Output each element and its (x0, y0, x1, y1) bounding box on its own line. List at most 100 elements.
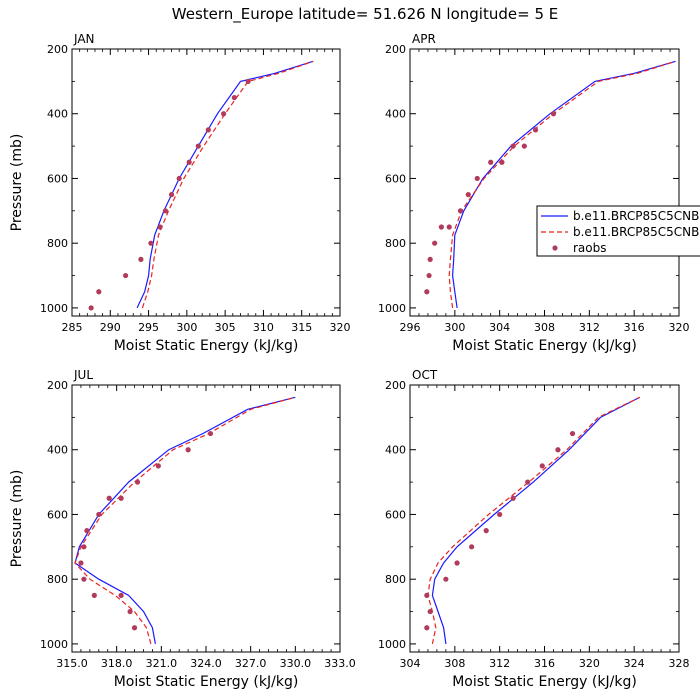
x-tick-label: 290 (100, 321, 121, 334)
raobs-point (525, 479, 531, 485)
x-tick-label: 296 (400, 321, 421, 334)
raobs-point (465, 192, 471, 198)
model-series-solid-line (74, 396, 296, 645)
x-tick-label: 321.0 (146, 657, 178, 670)
raobs-point (483, 528, 489, 534)
plot-frame (71, 384, 341, 653)
legend-raobs-marker (552, 245, 558, 251)
y-axis-title: Pressure (mb) (9, 470, 25, 568)
raobs-point (424, 625, 430, 631)
raobs-point (155, 463, 161, 469)
raobs-point (432, 240, 438, 246)
raobs-point (488, 159, 494, 165)
raobs-point (138, 256, 144, 262)
model-series-solid-line (451, 60, 676, 308)
y-tick-label: 200 (385, 43, 406, 56)
raobs-point (499, 159, 505, 165)
y-tick-label: 200 (47, 379, 68, 392)
x-tick-label: 308 (534, 321, 555, 334)
x-tick-label: 315 (291, 321, 312, 334)
raobs-point (474, 175, 480, 182)
x-tick-label: 308 (444, 657, 465, 670)
x-tick-label: 328 (669, 657, 690, 670)
x-tick-label: 285 (62, 321, 83, 334)
x-tick-label: 316 (624, 321, 645, 334)
raobs-point (205, 127, 211, 133)
y-tick-label: 400 (47, 108, 68, 121)
x-tick-label: 304 (489, 321, 510, 334)
x-tick-label: 304 (400, 657, 421, 670)
plot-frame (409, 384, 680, 653)
panels: JAN 285 290 295 300 305 310 315 320 200 400 600 800 1… (9, 32, 690, 690)
raobs-point (157, 224, 163, 230)
panel-title: OCT (412, 368, 438, 382)
raobs-point (118, 495, 124, 501)
raobs-point (176, 175, 182, 182)
raobs-point (186, 159, 192, 165)
legend-label: b.e11.BRCP85C5CNBDRD.f09_g16. (573, 225, 700, 239)
y-axis-title: Pressure (mb) (9, 134, 25, 232)
y-tick-label: 600 (385, 172, 406, 185)
raobs-point (424, 289, 430, 295)
panel-jan: JAN 285 290 295 300 305 310 315 320 200 400 600 800 1… (9, 32, 351, 354)
raobs-point (195, 143, 201, 149)
raobs-point (426, 272, 432, 279)
y-tick-label: 600 (47, 172, 68, 185)
figure-title: Western_Europe latitude= 51.626 N longit… (172, 5, 558, 24)
raobs-point (131, 625, 138, 631)
y-tick-label: 800 (47, 237, 68, 250)
x-tick-label: 324.0 (190, 657, 222, 670)
raobs-point (443, 576, 449, 582)
raobs-point (510, 143, 516, 149)
panel-title: JUL (73, 368, 93, 382)
raobs-point (78, 560, 84, 566)
raobs-point (427, 256, 433, 262)
raobs-point (91, 592, 97, 598)
x-tick-label: 327.0 (235, 657, 267, 670)
raobs-point (427, 608, 433, 615)
raobs-point (81, 544, 87, 550)
raobs-point (96, 289, 102, 295)
x-tick-label: 295 (138, 321, 159, 334)
x-tick-label: 320 (669, 321, 690, 334)
raobs-point (207, 430, 214, 437)
panel-jul: JUL 315.0 318.0 321.0 324.0 327.0 330.0 333.0 20… (9, 368, 356, 690)
raobs-point (569, 430, 576, 437)
x-axis-title: Moist Static Energy (kJ/kg) (114, 674, 299, 690)
raobs-point (106, 495, 112, 501)
model-series-dashed-line (74, 396, 296, 645)
x-tick-label: 324 (624, 657, 645, 670)
y-tick-label: 1000 (40, 302, 68, 315)
raobs-point (221, 111, 227, 117)
x-tick-label: 312 (489, 657, 510, 670)
raobs-point (510, 495, 516, 501)
raobs-point (81, 576, 87, 582)
raobs-point (532, 127, 539, 133)
x-tick-label: 300 (176, 321, 197, 334)
y-tick-label: 1000 (378, 638, 406, 651)
model-series-dashed-line (448, 60, 676, 308)
raobs-point (446, 224, 452, 230)
model-series-dashed-line (141, 60, 314, 309)
raobs-point (96, 511, 102, 518)
raobs-point (469, 544, 475, 550)
raobs-point (162, 208, 169, 214)
raobs-point (123, 272, 129, 279)
x-tick-label: 316 (534, 657, 555, 670)
raobs-point (539, 463, 545, 469)
raobs-point (424, 592, 430, 598)
raobs-point (88, 305, 94, 311)
plot-frame (71, 48, 341, 317)
model-series-solid-line (431, 396, 641, 644)
raobs-point (555, 447, 561, 453)
panel-apr: APR 296 300 304 308 312 316 320 200 400 600 800 1000… (378, 32, 690, 354)
y-tick-label: 800 (385, 237, 406, 250)
x-tick-label: 315.0 (56, 657, 88, 670)
legend-label: raobs (573, 241, 607, 255)
model-series-solid-line (136, 60, 314, 309)
raobs-point (231, 94, 237, 101)
y-tick-label: 600 (47, 508, 68, 521)
y-tick-label: 800 (385, 573, 406, 586)
raobs-point (550, 111, 557, 117)
y-tick-label: 400 (385, 108, 406, 121)
